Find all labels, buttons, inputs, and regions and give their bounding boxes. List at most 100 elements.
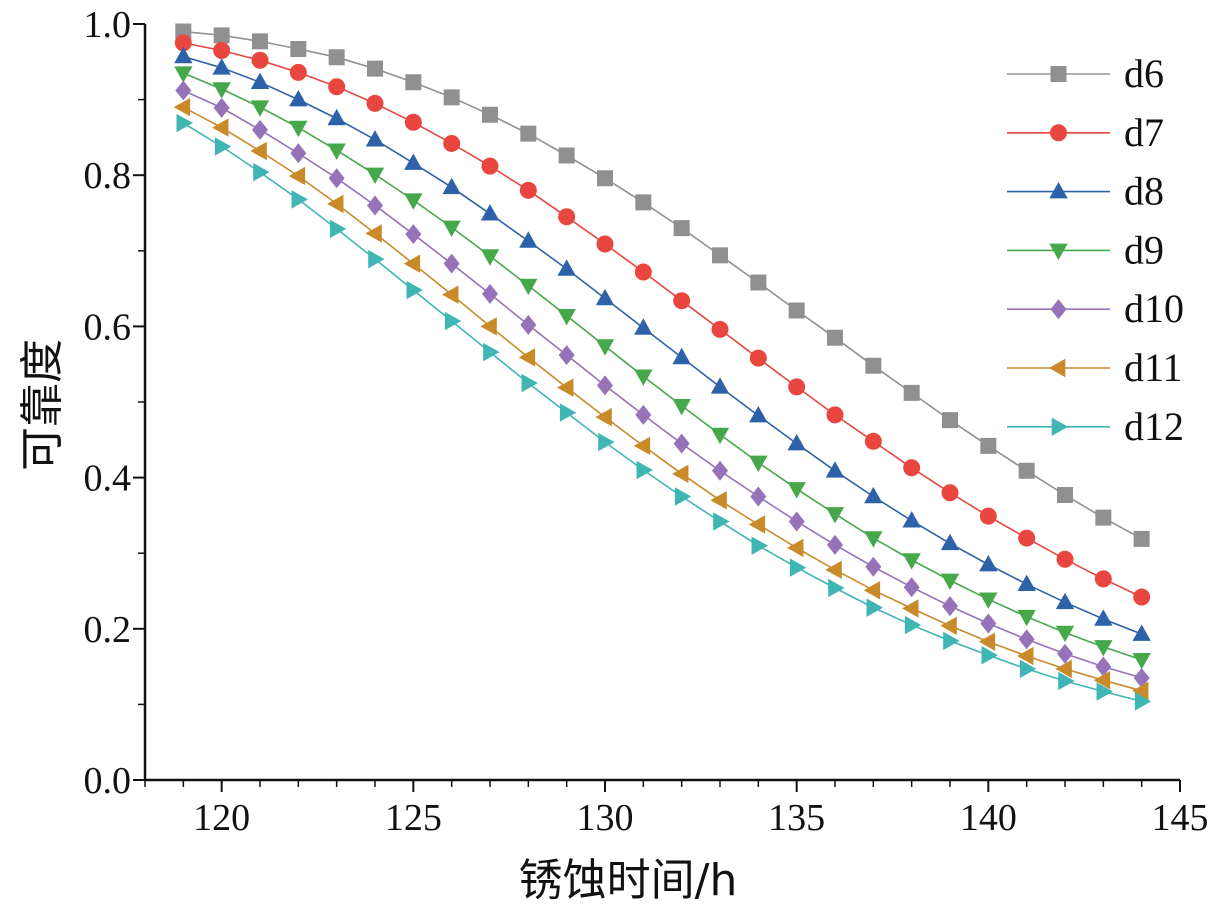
data-point-d6 [865, 357, 882, 374]
series-lines [182, 30, 1143, 703]
data-point-d10 [1057, 643, 1073, 664]
legend-marker [1049, 243, 1068, 260]
data-point-d7 [634, 263, 652, 281]
data-point-d7 [749, 349, 767, 367]
data-point-d6 [788, 302, 805, 319]
data-point-d11 [288, 166, 306, 186]
data-point-d11 [518, 348, 536, 367]
data-point-d6 [903, 384, 920, 401]
data-point-d9 [672, 398, 691, 416]
data-point-d8 [979, 554, 998, 572]
data-point-d12 [329, 219, 347, 239]
data-point-d8 [1055, 592, 1075, 610]
data-point-d9 [212, 82, 231, 99]
data-point-d10 [827, 534, 843, 555]
data-point-d6 [405, 74, 422, 91]
x-tick-label: 125 [385, 797, 442, 839]
data-point-d6 [443, 89, 460, 106]
data-point-d10 [673, 433, 690, 454]
data-point-d12 [176, 113, 193, 133]
data-point-d6 [367, 60, 383, 77]
x-tick-label: 145 [1152, 797, 1209, 839]
data-point-d12 [751, 536, 768, 555]
x-tick-label: 135 [768, 797, 825, 839]
data-point-d12 [674, 487, 692, 506]
series-markers-d6 [175, 23, 1150, 547]
data-point-d6 [1057, 486, 1073, 503]
data-point-d12 [1058, 671, 1075, 691]
data-point-d6 [827, 329, 843, 346]
data-point-d11 [173, 97, 191, 117]
ticks: 120 125 130 135 140 145 0.0 0.2 0.4 0.6 0.8 1.0 [84, 4, 1209, 839]
data-point-d7 [711, 320, 729, 338]
data-point-d9 [442, 220, 461, 237]
data-point-d7 [443, 134, 461, 152]
data-point-d8 [174, 46, 193, 64]
data-point-d12 [598, 432, 615, 452]
data-point-d9 [365, 167, 385, 185]
data-point-d10 [1133, 667, 1150, 688]
data-point-d11 [480, 317, 497, 336]
data-point-d10 [405, 224, 422, 245]
data-point-d10 [558, 345, 575, 366]
data-point-d10 [903, 577, 920, 598]
data-point-d12 [789, 558, 807, 577]
data-point-d6 [558, 147, 575, 164]
data-point-d11 [978, 632, 996, 651]
data-point-d11 [365, 224, 382, 243]
series-markers-d10 [175, 80, 1150, 688]
data-point-d7 [366, 94, 384, 112]
data-point-d7 [213, 41, 231, 59]
data-point-d8 [787, 433, 806, 451]
data-point-d11 [212, 118, 229, 137]
series-markers [173, 23, 1152, 711]
data-point-d7 [558, 208, 576, 226]
data-point-d8 [749, 406, 768, 423]
data-point-d12 [636, 460, 653, 480]
data-point-d9 [1017, 609, 1036, 627]
data-point-d12 [406, 280, 423, 300]
series-markers-d9 [174, 66, 1151, 670]
data-point-d8 [327, 108, 346, 126]
data-point-d7 [328, 78, 346, 96]
data-point-d6 [673, 220, 690, 237]
data-point-d10 [520, 314, 537, 335]
data-point-d10 [865, 556, 882, 577]
data-point-d9 [174, 66, 193, 83]
series-line-d12 [182, 122, 1142, 703]
series-line-d9 [182, 72, 1142, 661]
legend-marker [1048, 358, 1066, 378]
data-point-d12 [1134, 692, 1152, 711]
series-line-d8 [183, 55, 1142, 635]
data-point-d9 [825, 507, 845, 524]
data-point-d9 [634, 369, 653, 386]
data-point-d10 [328, 168, 345, 189]
data-point-d9 [1094, 640, 1113, 657]
data-point-d9 [864, 531, 883, 548]
data-point-d12 [291, 190, 308, 209]
data-point-d6 [1018, 462, 1035, 479]
data-point-d6 [597, 170, 613, 187]
legend-marker [1050, 299, 1067, 320]
data-point-d10 [443, 253, 460, 274]
data-point-d7 [1133, 588, 1151, 606]
legend-label: d6 [1124, 51, 1164, 96]
data-point-d10 [635, 404, 652, 425]
data-point-d6 [1133, 530, 1150, 547]
data-point-d6 [328, 49, 345, 66]
data-point-d10 [750, 486, 767, 507]
data-point-d11 [1093, 671, 1111, 690]
data-point-d6 [1095, 509, 1112, 526]
legend-label: d7 [1124, 110, 1164, 155]
series-markers-d12 [176, 113, 1152, 711]
data-point-d12 [943, 631, 960, 651]
data-point-d8 [1017, 574, 1036, 591]
data-point-d10 [1018, 629, 1035, 650]
data-point-d9 [404, 193, 423, 210]
data-point-d8 [825, 461, 845, 478]
data-point-d11 [863, 581, 881, 600]
legend-label: d11 [1124, 345, 1183, 390]
data-point-d6 [635, 194, 652, 211]
data-point-d9 [940, 573, 960, 591]
data-point-d10 [942, 596, 958, 617]
